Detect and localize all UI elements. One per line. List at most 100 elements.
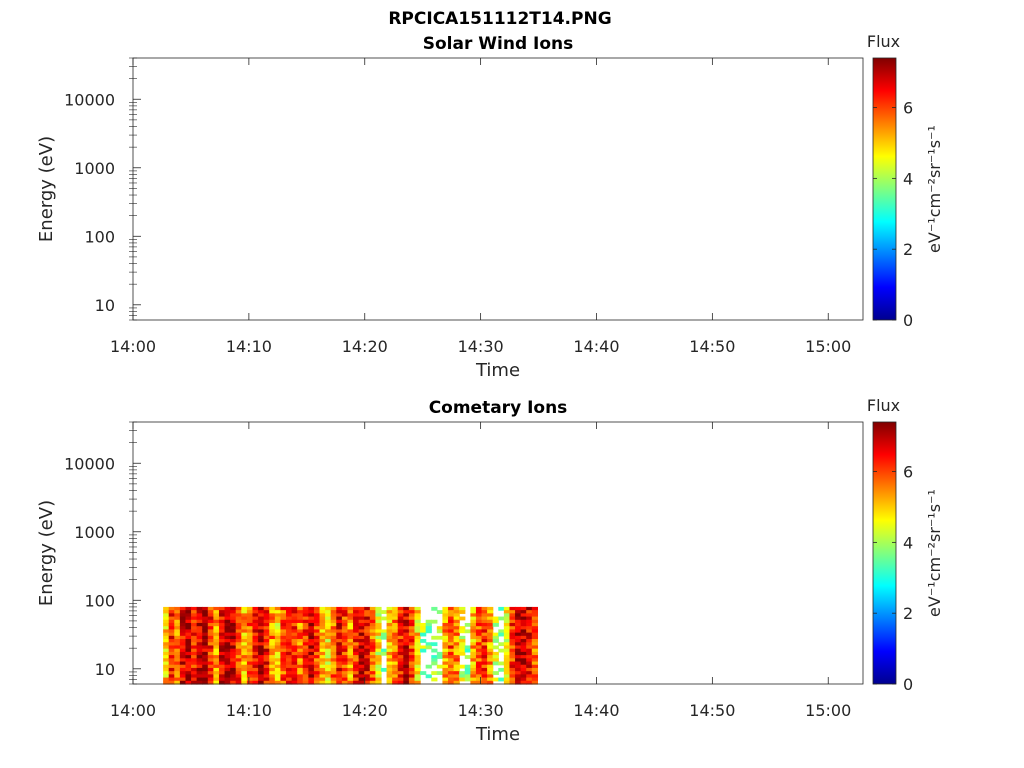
cometary-spectrogram-cell [224, 671, 231, 675]
cometary-spectrogram-cell [179, 671, 187, 675]
solar-wind-x-tick-label: 14:10 [226, 337, 272, 356]
cometary-spectrogram-cell [403, 671, 410, 675]
cometary-spectrogram-cell [464, 674, 471, 679]
cometary-spectrogram-cell [453, 661, 460, 666]
cometary-spectrogram-cell [246, 606, 254, 611]
cometary-spectrogram-cell [526, 629, 533, 634]
cometary-spectrogram-cell [313, 642, 321, 647]
cometary-spectrogram-cell [179, 629, 187, 634]
cometary-spectrogram-cell [185, 674, 192, 679]
cometary-spectrogram-cell [380, 667, 388, 672]
cometary-spectrogram-cell [252, 667, 259, 672]
cometary-spectrogram-cell [341, 680, 349, 685]
cometary-spectrogram-cell [319, 674, 326, 679]
cometary-colorbar-tick-label: 2 [903, 604, 913, 623]
cometary-spectrogram-cell [503, 661, 511, 666]
cometary-spectrogram-cell [213, 619, 220, 624]
cometary-spectrogram-cell [448, 635, 455, 640]
cometary-spectrogram-cell [302, 632, 309, 637]
cometary-spectrogram-cell [280, 645, 287, 650]
cometary-spectrogram-cell [291, 664, 298, 669]
cometary-spectrogram-cell [319, 651, 326, 656]
cometary-spectrogram-cell [230, 610, 237, 614]
cometary-spectrogram-cell [464, 667, 471, 672]
cometary-spectrogram-cell [252, 632, 259, 637]
cometary-spectrogram-cell [470, 680, 477, 685]
cometary-spectrogram-cell [448, 616, 455, 621]
cometary-spectrogram-cell [174, 664, 181, 669]
cometary-spectrogram-cell [297, 632, 304, 637]
cometary-spectrogram-cell [313, 606, 321, 611]
cometary-spectrogram-cell [347, 671, 354, 675]
cometary-spectrogram-cell [252, 680, 259, 685]
cometary-spectrogram-cell [531, 674, 538, 679]
cometary-spectrogram-cell [196, 658, 203, 663]
cometary-spectrogram-cell [330, 680, 337, 685]
solar-wind-colorbar-title: Flux [867, 32, 900, 51]
cometary-spectrogram-cell [498, 642, 505, 647]
cometary-spectrogram-cell [291, 629, 298, 634]
cometary-spectrogram-cell [230, 664, 237, 669]
solar-wind-y-tick-label: 10 [95, 296, 115, 315]
cometary-spectrogram-cell [179, 616, 187, 621]
cometary-spectrogram-cell [448, 645, 455, 650]
cometary-spectrogram-cell [431, 671, 438, 675]
cometary-spectrogram-cell [369, 680, 376, 685]
cometary-spectrogram-cell [526, 606, 533, 611]
cometary-spectrogram-cell [179, 655, 187, 659]
cometary-spectrogram-cell [218, 616, 226, 621]
cometary-spectrogram-cell [386, 626, 393, 630]
cometary-spectrogram-cell [408, 680, 416, 685]
cometary-spectrogram-cell [191, 671, 198, 675]
cometary-spectrogram-cell [448, 664, 455, 669]
cometary-spectrogram-cell [492, 677, 499, 682]
cometary-spectrogram-cell [341, 610, 349, 614]
cometary-spectrogram-cell [408, 655, 416, 659]
cometary-y-axis-label: Energy (eV) [36, 500, 57, 606]
cometary-spectrogram-cell [403, 626, 410, 630]
cometary-spectrogram-cell [258, 610, 265, 614]
cometary-spectrogram-cell [241, 629, 248, 634]
cometary-spectrogram-cell [459, 635, 466, 640]
cometary-spectrogram-cell [258, 658, 265, 663]
cometary-spectrogram-cell [246, 664, 254, 669]
cometary-spectrogram-cell [353, 658, 360, 663]
cometary-spectrogram-cell [403, 664, 410, 669]
cometary-spectrogram-cell [235, 616, 242, 621]
cometary-spectrogram-cell [336, 613, 343, 618]
cometary-spectrogram-cell [291, 674, 298, 679]
cometary-spectrogram-cell [403, 674, 410, 679]
cometary-spectrogram-cell [213, 655, 220, 659]
cometary-spectrogram-cell [526, 616, 533, 621]
cometary-spectrogram-cell [375, 651, 382, 656]
cometary-spectrogram-cell [347, 635, 354, 640]
cometary-spectrogram-cell [420, 622, 427, 627]
cometary-spectrogram-cell [503, 671, 511, 675]
cometary-spectrogram-cell [174, 667, 181, 672]
cometary-spectrogram-cell [470, 629, 477, 634]
cometary-spectrogram-cell [403, 610, 410, 614]
cometary-spectrogram-cell [246, 667, 254, 672]
cometary-x-tick-label: 15:00 [805, 701, 851, 720]
cometary-spectrogram-cell [353, 613, 360, 618]
cometary-spectrogram-cell [174, 680, 181, 685]
cometary-spectrogram-cell [258, 619, 265, 624]
cometary-spectrogram-cell [174, 610, 181, 614]
cometary-spectrogram-cell [375, 639, 382, 643]
cometary-spectrogram-cell [364, 674, 371, 679]
cometary-spectrogram-cell [179, 606, 187, 611]
cometary-spectrogram-cell [163, 648, 170, 653]
cometary-spectrogram-cell [397, 651, 404, 656]
cometary-spectrogram-cell [475, 642, 483, 647]
cometary-spectrogram-cell [436, 671, 444, 675]
cometary-spectrogram-cell [163, 610, 170, 614]
cometary-spectrogram-cell [509, 610, 516, 614]
cometary-spectrogram-cell [246, 651, 254, 656]
cometary-spectrogram-cell [163, 664, 170, 669]
cometary-spectrogram-cell [341, 658, 349, 663]
cometary-spectrogram-cell [252, 677, 259, 682]
cometary-spectrogram-cell [448, 680, 455, 685]
cometary-spectrogram-cell [224, 619, 231, 624]
cometary-spectrogram-cell [235, 664, 242, 669]
